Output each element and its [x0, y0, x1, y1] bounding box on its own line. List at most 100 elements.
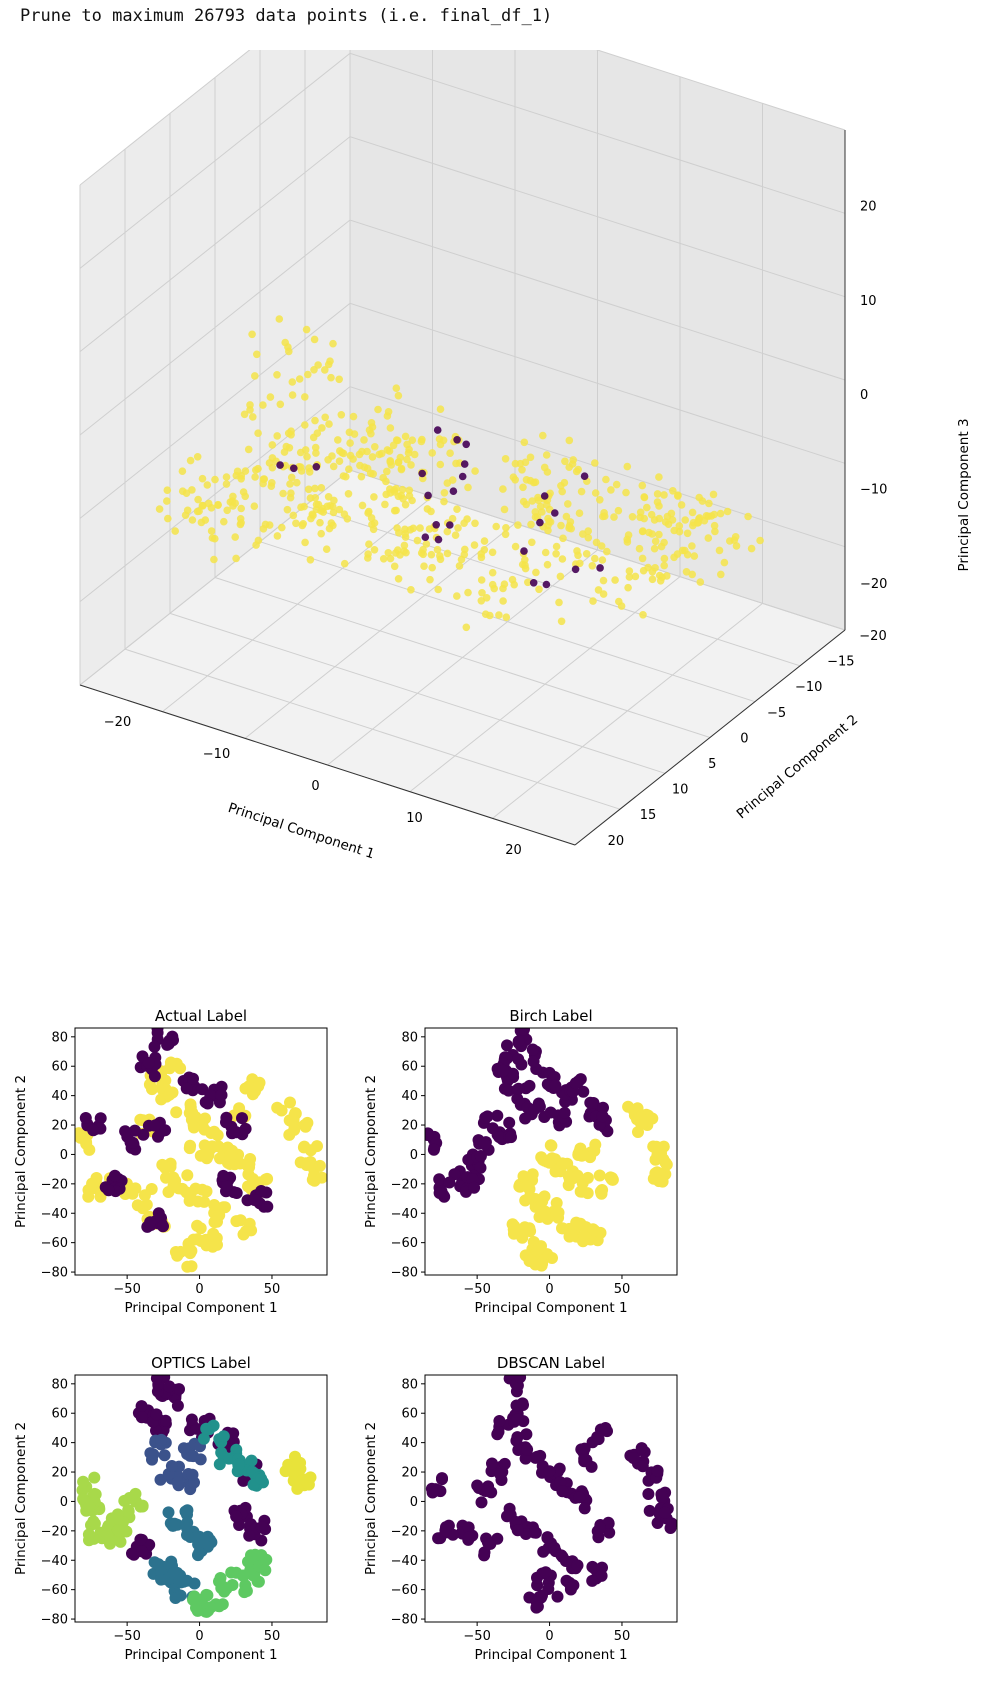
z-tick-label: −10 [860, 482, 887, 497]
y-tick-label: 0 [60, 1148, 68, 1163]
point-yellow [210, 555, 218, 564]
point-yellow [614, 506, 623, 515]
y-tick-label: 60 [401, 1060, 418, 1075]
data-point [138, 1189, 151, 1202]
point-yellow [436, 405, 445, 414]
point-yellow [488, 548, 497, 557]
data-point [128, 1124, 141, 1137]
data-point [148, 1040, 161, 1053]
point-yellow [596, 496, 604, 504]
data-point [650, 1140, 663, 1153]
point-yellow [236, 515, 245, 523]
point-yellow [564, 500, 572, 508]
point-yellow [562, 512, 571, 521]
data-point [242, 1080, 255, 1093]
point-yellow [312, 449, 320, 457]
y-tick-label: 60 [51, 1407, 68, 1422]
point-yellow [314, 361, 322, 369]
point-yellow [246, 401, 254, 409]
data-point [512, 1053, 525, 1066]
point-yellow [464, 483, 472, 492]
data-point [104, 1537, 116, 1550]
data-point [578, 1452, 591, 1465]
data-point [439, 1524, 452, 1537]
data-point [174, 1062, 187, 1075]
x-tick-label: −20 [104, 715, 131, 730]
optics-label-plot: −50 0 50 −80 −60 −40 −20 0 20 40 60 80 OPTICS Label P… [13, 1354, 328, 1663]
scatter-3d-plot: −20 −10 0 10 20 −20 −15 −10 −5 0 5 10 15 20 −20 −10 0 10 2… [79, 50, 972, 862]
x-tick-label: −50 [463, 1629, 490, 1644]
data-point [243, 1158, 256, 1171]
data-point [530, 1601, 543, 1614]
point-yellow [584, 527, 592, 535]
data-point [578, 1442, 591, 1455]
point-yellow [543, 560, 552, 569]
point-yellow [384, 549, 393, 557]
data-point [300, 1159, 313, 1171]
point-purple [571, 565, 580, 574]
point-yellow [254, 464, 262, 473]
point-yellow [328, 452, 336, 460]
point-yellow [675, 522, 684, 530]
point-yellow [383, 446, 392, 454]
point-yellow [453, 505, 461, 513]
subplot-title: Actual Label [155, 1007, 247, 1025]
data-point [523, 1079, 536, 1092]
data-point [660, 1158, 673, 1171]
point-yellow [317, 529, 326, 538]
point-yellow [603, 547, 611, 556]
point-yellow [259, 401, 267, 409]
point-yellow [323, 502, 332, 511]
point-yellow [528, 497, 536, 505]
data-point [315, 1171, 327, 1184]
y-tick-label: −5 [767, 706, 786, 721]
data-point [102, 1184, 115, 1197]
y-axis-line [574, 629, 846, 846]
data-point [462, 1531, 475, 1544]
point-yellow [334, 436, 342, 444]
point-yellow [648, 568, 657, 576]
point-purple [424, 491, 432, 500]
point-yellow [292, 519, 300, 528]
y-tick-label: 0 [740, 731, 748, 746]
data-point [486, 1457, 498, 1470]
point-yellow [222, 480, 231, 488]
point-yellow [638, 481, 647, 490]
point-yellow [381, 500, 389, 509]
point-yellow [240, 410, 249, 419]
point-yellow [471, 467, 479, 475]
data-point [503, 1116, 516, 1129]
point-yellow [252, 350, 261, 359]
point-yellow [340, 559, 349, 568]
point-yellow [643, 503, 651, 512]
point-yellow [501, 455, 510, 463]
point-yellow [370, 546, 379, 554]
x-tick-label: 0 [311, 779, 319, 794]
point-yellow [683, 550, 692, 559]
y-tick-label: −60 [391, 1583, 418, 1598]
data-point [76, 1484, 89, 1497]
point-yellow [273, 532, 282, 540]
data-point [213, 1209, 226, 1222]
point-yellow [482, 594, 491, 602]
data-point [170, 1106, 183, 1119]
point-yellow [322, 545, 331, 553]
point-yellow [558, 487, 566, 496]
point-yellow [408, 436, 417, 445]
point-yellow [625, 573, 634, 581]
point-yellow [639, 527, 647, 535]
data-point [129, 1487, 142, 1500]
point-yellow [436, 460, 445, 469]
y-tick-label: 0 [60, 1495, 68, 1510]
data-point [114, 1535, 127, 1548]
point-yellow [663, 572, 671, 580]
point-yellow [248, 330, 256, 339]
data-point [134, 1113, 147, 1126]
data-point [492, 1425, 505, 1438]
point-yellow [656, 577, 665, 585]
point-purple [458, 472, 467, 481]
data-point [433, 1173, 446, 1186]
point-yellow [383, 467, 391, 476]
point-yellow [232, 554, 240, 563]
data-point [478, 1549, 491, 1562]
